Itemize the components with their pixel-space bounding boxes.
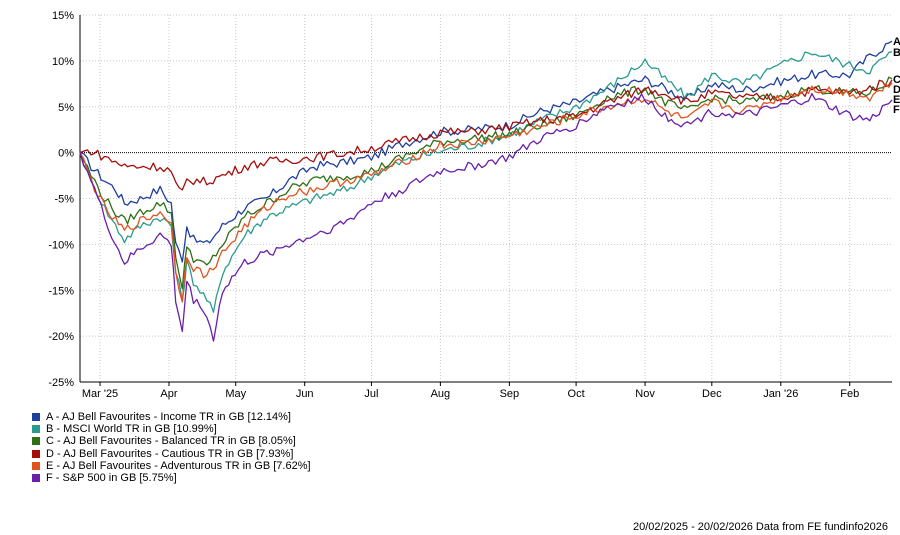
series-end-label: C [893, 74, 900, 86]
series-line-a [79, 40, 893, 263]
legend-item: C - AJ Bell Favourites - Balanced TR in … [32, 435, 311, 447]
axes: 15% 10% 5% 0% -5% -10% -15% -20% -25% Mar '25 Apr M… [48, 10, 892, 400]
legend-swatch [32, 474, 40, 483]
legend-swatch [32, 449, 40, 458]
y-tick-label: -20% [48, 331, 74, 343]
y-tick-label: 0% [58, 148, 74, 160]
series-line-c [79, 76, 893, 290]
y-tick-label: -15% [48, 285, 74, 297]
series-end-label: D [893, 84, 900, 96]
x-tick-label: Jul [364, 388, 378, 400]
legend-label: A - AJ Bell Favourites - Income TR in GB… [46, 411, 291, 424]
x-tick-label: May [225, 388, 246, 400]
legend-swatch [32, 437, 40, 446]
legend-label: E - AJ Bell Favourites - Adventurous TR … [46, 459, 311, 472]
footer-note: 20/02/2025 - 20/02/2026 Data from FE fun… [633, 521, 888, 533]
legend-label: B - MSCI World TR in GB [10.99%] [46, 423, 217, 436]
x-tick-label: Jan '26 [763, 388, 798, 400]
series-lines [79, 40, 893, 342]
line-chart: 15% 10% 5% 0% -5% -10% -15% -20% -25% Mar '25 Apr M… [48, 10, 900, 400]
legend-item: D - AJ Bell Favourites - Cautious TR in … [32, 448, 311, 460]
y-tick-label: -5% [54, 194, 74, 206]
legend-swatch [32, 461, 40, 470]
y-tick-label: -10% [48, 239, 74, 251]
y-tick-label: 15% [52, 10, 74, 22]
series-end-label: A [893, 36, 900, 48]
legend: A - AJ Bell Favourites - Income TR in GB… [32, 411, 311, 484]
legend-swatch [32, 425, 40, 434]
legend-label: F - S&P 500 in GB [5.75%] [46, 472, 177, 485]
series-line-f [79, 92, 893, 342]
series-line-e [79, 82, 893, 303]
x-tick-label: Nov [635, 388, 655, 400]
legend-label: D - AJ Bell Favourites - Cautious TR in … [46, 447, 294, 460]
series-line-d [79, 79, 893, 191]
x-tick-label: Dec [702, 388, 722, 400]
y-tick-label: 10% [52, 56, 74, 68]
y-tick-label: -25% [48, 377, 74, 389]
legend-item: F - S&P 500 in GB [5.75%] [32, 472, 311, 484]
series-line-b [79, 51, 893, 313]
legend-item: B - MSCI World TR in GB [10.99%] [32, 423, 311, 435]
series-end-label: F [893, 104, 900, 116]
x-tick-label: Apr [160, 388, 177, 400]
date-range: 20/02/2025 - 20/02/2026 [632, 521, 753, 533]
source-note: Data from FE fundinfo2026 [755, 521, 888, 533]
grid-lines [80, 14, 892, 383]
legend-item: A - AJ Bell Favourites - Income TR in GB… [32, 411, 311, 423]
x-tick-label: Mar '25 [82, 388, 118, 400]
series-end-label: E [893, 94, 900, 106]
legend-label: C - AJ Bell Favourites - Balanced TR in … [46, 435, 296, 448]
legend-item: E - AJ Bell Favourites - Adventurous TR … [32, 460, 311, 472]
x-tick-label: Jun [296, 388, 314, 400]
y-tick-label: 5% [58, 102, 74, 114]
series-end-label: B [893, 47, 900, 59]
legend-swatch [32, 413, 40, 422]
x-tick-label: Aug [431, 388, 451, 400]
x-tick-label: Feb [840, 388, 859, 400]
x-tick-label: Sep [500, 388, 520, 400]
x-tick-label: Oct [568, 388, 585, 400]
